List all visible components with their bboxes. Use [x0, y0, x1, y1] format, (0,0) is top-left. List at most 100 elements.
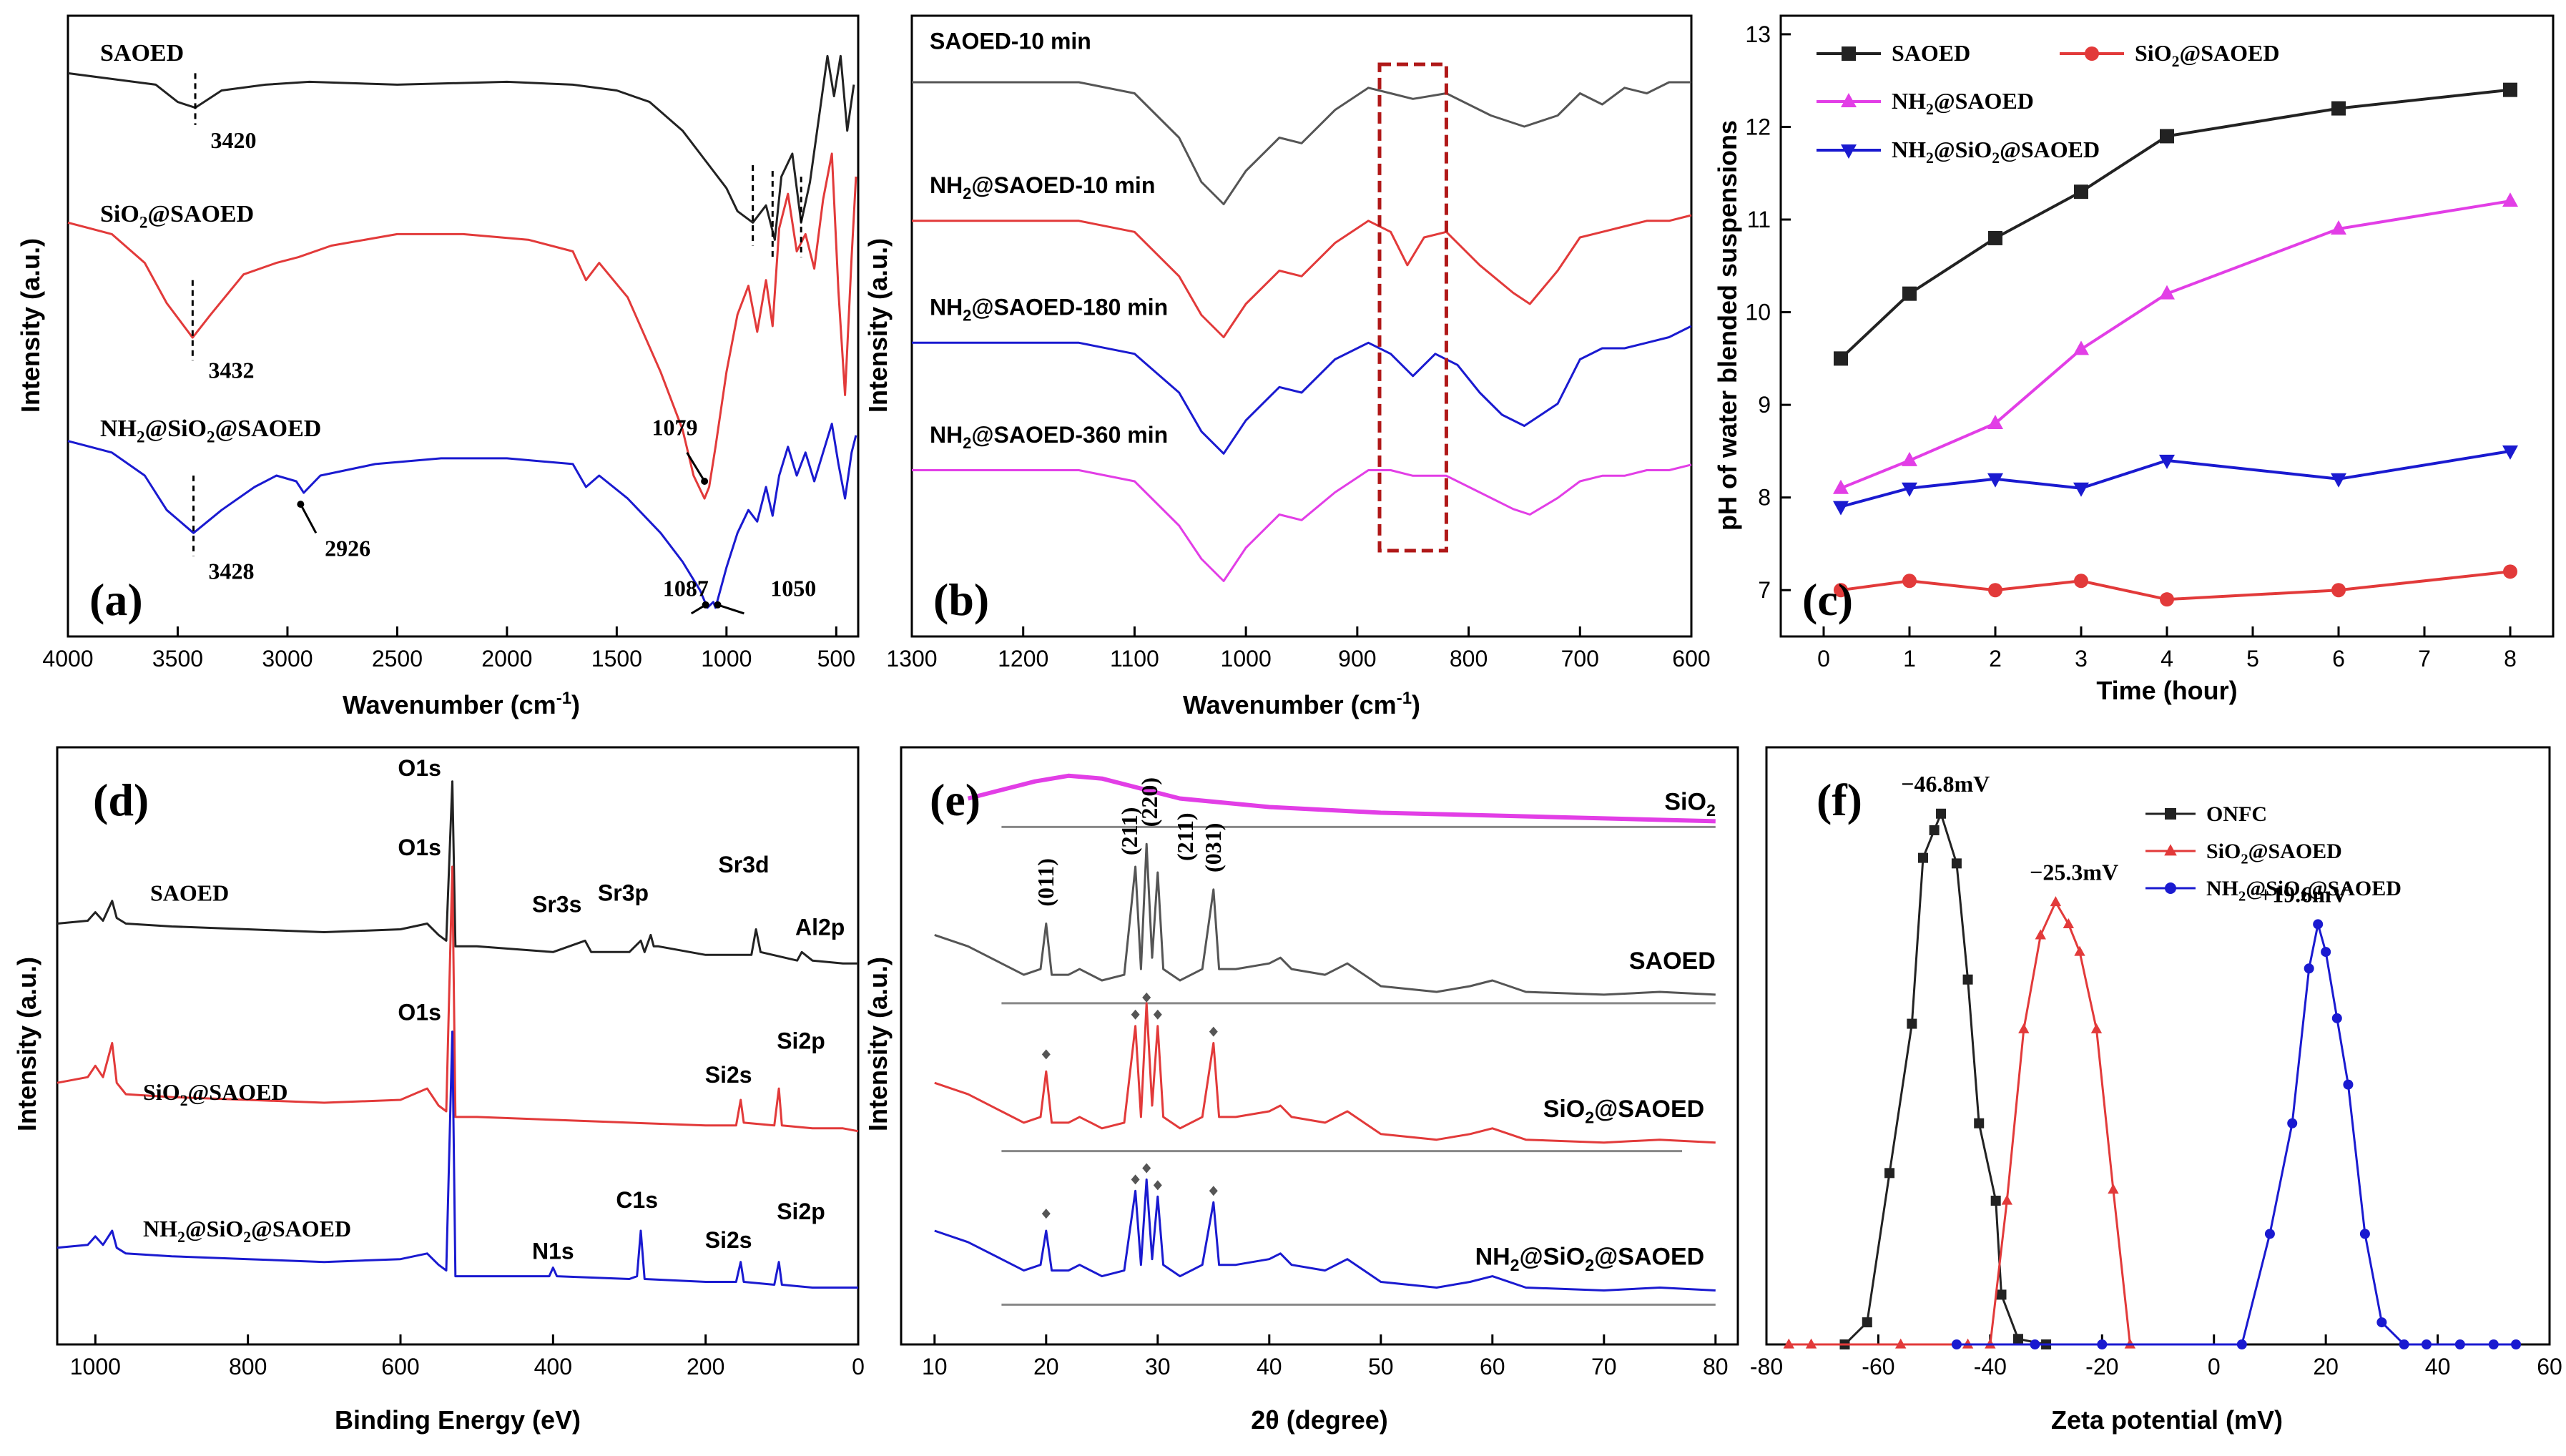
peak-label: O1s	[398, 755, 441, 781]
peak-annotation: 1087	[663, 576, 709, 601]
data-point	[1783, 1338, 1794, 1349]
data-point	[2030, 1339, 2040, 1349]
data-point	[2073, 340, 2089, 355]
peak-label: O1s	[398, 1000, 441, 1025]
x-axis-title: Zeta potential (mV)	[2051, 1405, 2283, 1435]
series-label: NH2@SAOED-360 min	[930, 422, 1168, 452]
peak-diamond	[1142, 992, 1151, 1003]
label-part: NH	[1475, 1244, 1510, 1271]
x-tick-label: 200	[687, 1354, 724, 1379]
x-axis-title: Wavenumber (cm-1)	[343, 689, 580, 719]
label-part: ONFC	[2206, 802, 2267, 826]
legend-label: ONFC	[2206, 802, 2267, 826]
y-axis-title: pH of water blended suspensions	[1713, 120, 1742, 531]
peak-annotation: +19.6mV	[2259, 881, 2348, 907]
label-part: SiO	[1664, 788, 1706, 815]
series-label: SiO2@SAOED	[1543, 1096, 1705, 1127]
peak-diamond	[1153, 1009, 1162, 1020]
data-point	[1805, 1338, 1817, 1349]
x-tick-label: 50	[1368, 1354, 1394, 1379]
peak-diamond	[1131, 1174, 1140, 1185]
label-part: 2	[139, 214, 148, 232]
legend-label: SiO2@SAOED	[2206, 840, 2342, 867]
x-tick-label: 600	[381, 1354, 419, 1379]
data-point	[2074, 945, 2085, 956]
x-tick-label: 7	[2418, 646, 2431, 672]
series-line	[912, 463, 1692, 582]
peak-label: Si2p	[777, 1028, 825, 1053]
x-tick-label: 0	[852, 1354, 865, 1379]
data-point	[2018, 1023, 2030, 1033]
series-label: NH2@SAOED-180 min	[930, 295, 1168, 325]
label-part: @SAOED	[1594, 1244, 1704, 1271]
series-label: NH2@SiO2@SAOED	[1475, 1244, 1705, 1275]
data-point	[2488, 1339, 2499, 1349]
data-point	[1902, 482, 1917, 497]
series-line	[56, 780, 858, 965]
hkl-label: (211)	[1116, 807, 1142, 856]
series-line	[912, 81, 1691, 205]
data-point	[2236, 1339, 2247, 1349]
y-tick-label: 9	[1758, 392, 1771, 418]
label-part: 2	[963, 307, 971, 325]
legend-marker	[1841, 144, 1857, 159]
label-part: @SAOED	[2000, 137, 2100, 162]
x-axis-title-text: Zeta potential (mV)	[2051, 1405, 2283, 1435]
label-part: SAOED-10 min	[930, 29, 1091, 54]
x-tick-label: 60	[2537, 1354, 2562, 1379]
data-point	[2264, 1229, 2275, 1239]
data-point	[2073, 482, 2089, 497]
label-part: 2	[1926, 101, 1934, 118]
legend-label: SAOED	[1892, 40, 1970, 66]
peak-label: C1s	[616, 1187, 658, 1213]
x-axis-title-text: 2θ (degree)	[1251, 1405, 1388, 1435]
data-point	[1862, 1317, 1872, 1328]
peak-annotation: 3432	[208, 357, 254, 383]
data-point	[2012, 1334, 2023, 1344]
x-tick-label: 1000	[70, 1354, 121, 1379]
x-tick-label: 1200	[998, 646, 1048, 672]
x-tick-label: 40	[2425, 1354, 2451, 1379]
y-tick-label: 8	[1758, 485, 1771, 511]
peak-annotation: 3420	[211, 127, 257, 153]
label-part: @SAOED-10 min	[971, 172, 1155, 198]
x-tick-label: 8	[2504, 646, 2517, 672]
x-tick-label: 0	[1817, 646, 1830, 672]
label-part: SiO	[2206, 840, 2241, 863]
data-point	[1907, 1018, 1917, 1029]
peak-label: N1s	[532, 1239, 574, 1264]
data-point	[2090, 1023, 2103, 1033]
peak-annotation: −46.8mV	[1901, 771, 1990, 797]
x-axis-title-sup: -1	[556, 689, 571, 708]
data-point	[2331, 473, 2346, 488]
peak-label: O1s	[398, 835, 441, 860]
x-axis-title-end: )	[1412, 690, 1420, 719]
x-axis-title-text: Wavenumber (cm	[343, 690, 556, 719]
series-line	[1844, 812, 2047, 1346]
x-tick-label: -80	[1750, 1354, 1783, 1379]
x-tick-label: 1000	[1221, 646, 1272, 672]
series-line	[934, 1002, 1716, 1144]
x-axis-title: Binding Energy (eV)	[335, 1405, 581, 1435]
label-part: @SAOED	[147, 201, 254, 227]
data-point	[2502, 445, 2518, 460]
label-part: 2	[1510, 1256, 1520, 1274]
x-tick-label: 600	[1672, 646, 1710, 672]
label-part: 2	[1992, 149, 2000, 167]
label-part: 2	[137, 428, 145, 447]
panel-f: -80 -60 -40 -20 0 20 40 60 Zeta potential (mV) ON…	[1750, 746, 2562, 1435]
data-point	[2359, 1229, 2370, 1239]
series-line	[1840, 200, 2511, 490]
x-tick-label: 900	[1338, 646, 1376, 672]
label-part: @SAOED-360 min	[971, 422, 1168, 448]
data-point	[1974, 1118, 1985, 1128]
data-point	[2160, 592, 2174, 607]
data-point	[1936, 808, 1947, 819]
x-axis-title: Wavenumber (cm-1)	[1183, 689, 1420, 719]
x-tick-label: 1000	[701, 646, 752, 672]
peak-diamond	[1041, 1049, 1051, 1060]
y-tick-label: 13	[1745, 21, 1771, 47]
panel-e: 10 20 30 40 50 60 70 80 2θ (degree) Intensity (a.…	[863, 746, 1739, 1435]
label-part: 2	[2238, 889, 2246, 905]
label-part: @SAOED	[2179, 40, 2279, 66]
